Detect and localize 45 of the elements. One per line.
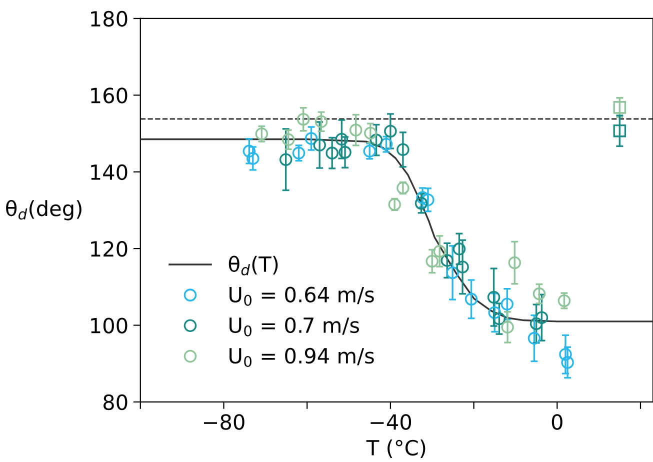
- point: [282, 133, 295, 146]
- x-tick-label: 0: [552, 414, 562, 430]
- point: [370, 134, 383, 146]
- point: [296, 112, 310, 126]
- legend-label: U$_{0}$ = 0.94 m/s: [230, 348, 374, 367]
- point: [349, 124, 362, 136]
- point: [464, 292, 478, 306]
- point: [388, 198, 402, 211]
- point: [313, 138, 326, 152]
- y-tick-label: 160: [91, 88, 128, 104]
- y-tick-label: 100: [91, 318, 128, 334]
- point: [492, 312, 506, 326]
- legend-label: U$_{0}$ = 0.7 m/s: [230, 317, 360, 336]
- point: [613, 124, 626, 138]
- y-axis-title: θ$_{d}$(deg): [6, 200, 82, 220]
- y-tick-label: 80: [103, 394, 128, 410]
- legend-label: θ$_{d}$(T): [228, 256, 278, 276]
- point: [426, 254, 439, 268]
- point: [452, 242, 466, 256]
- point: [363, 144, 376, 158]
- point: [326, 146, 338, 160]
- point: [530, 317, 543, 330]
- point: [279, 153, 292, 166]
- point: [255, 128, 268, 140]
- point: [364, 126, 377, 140]
- legend-label: U$_{0}$ = 0.64 m/s: [230, 286, 374, 306]
- point: [422, 193, 434, 206]
- x-tick-label: −40: [370, 414, 412, 430]
- y-tick-label: 180: [91, 10, 128, 27]
- point: [508, 256, 522, 270]
- point: [304, 132, 318, 145]
- point: [396, 143, 410, 156]
- point: [488, 306, 502, 319]
- point: [440, 254, 454, 267]
- point: [292, 146, 306, 160]
- point: [561, 356, 574, 369]
- point: [558, 294, 571, 308]
- point: [535, 311, 548, 324]
- y-tick-label: 140: [91, 164, 128, 180]
- point: [446, 266, 459, 280]
- x-axis-title: T (°C): [366, 439, 426, 458]
- x-tick-label: −80: [204, 414, 244, 430]
- point: [613, 101, 626, 114]
- point: [433, 244, 446, 258]
- y-tick-label: 120: [91, 241, 128, 257]
